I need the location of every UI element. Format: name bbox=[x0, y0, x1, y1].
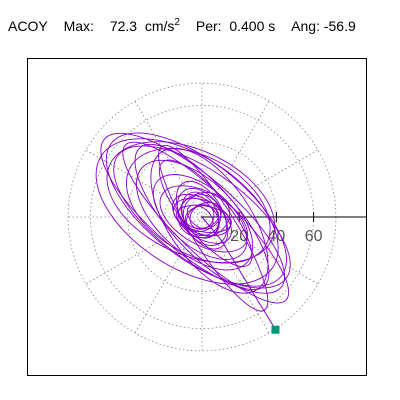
max-value: 72.3 bbox=[109, 18, 138, 34]
max-label: Max: bbox=[63, 18, 94, 34]
orbit-loop bbox=[105, 132, 287, 287]
chart-header: ACOY Max: 72.3 cm/s2 Per: 0.400 s Ang: -… bbox=[8, 17, 356, 37]
max-unit: cm/s2 bbox=[141, 17, 180, 34]
orbit-center-loop bbox=[176, 188, 228, 246]
plot-frame: 20 40 60 bbox=[27, 58, 367, 376]
orbit-loop bbox=[106, 141, 276, 263]
channel-label: ACOY bbox=[8, 18, 48, 34]
period-label: Per: bbox=[195, 18, 222, 34]
orbit-loop bbox=[113, 145, 291, 289]
orbit-loop bbox=[152, 174, 248, 260]
orbit-center-loop bbox=[175, 204, 232, 234]
orbit-loop bbox=[135, 159, 254, 271]
orbit-loop bbox=[122, 141, 290, 304]
orbit-trace bbox=[95, 132, 291, 330]
orbit-loop bbox=[125, 148, 271, 264]
orbit-center-loop bbox=[182, 194, 222, 236]
max-unit-exponent: 2 bbox=[174, 17, 180, 28]
orbit-loop bbox=[158, 144, 269, 312]
orbit-loop bbox=[150, 147, 269, 294]
angle-value: -56.9 bbox=[323, 18, 356, 34]
end-point-marker bbox=[271, 325, 280, 334]
end-marker-layer bbox=[271, 325, 280, 334]
orbit-loop bbox=[159, 185, 249, 253]
orbit-tail bbox=[201, 216, 276, 330]
period-value-text: 0.400 s bbox=[229, 18, 276, 34]
period-value: 0.400 s bbox=[225, 18, 275, 34]
max-unit-text: cm/s bbox=[144, 18, 175, 34]
orbit-loop bbox=[95, 138, 279, 285]
angle-label: Ang: bbox=[291, 18, 320, 34]
radial-tick-label: 20 bbox=[230, 228, 248, 245]
radial-tick-label: 60 bbox=[305, 228, 323, 245]
orbit-center-loop bbox=[186, 204, 214, 230]
orbit-center-loop bbox=[189, 204, 215, 230]
orbit-chart: 20 40 60 bbox=[67, 82, 366, 352]
